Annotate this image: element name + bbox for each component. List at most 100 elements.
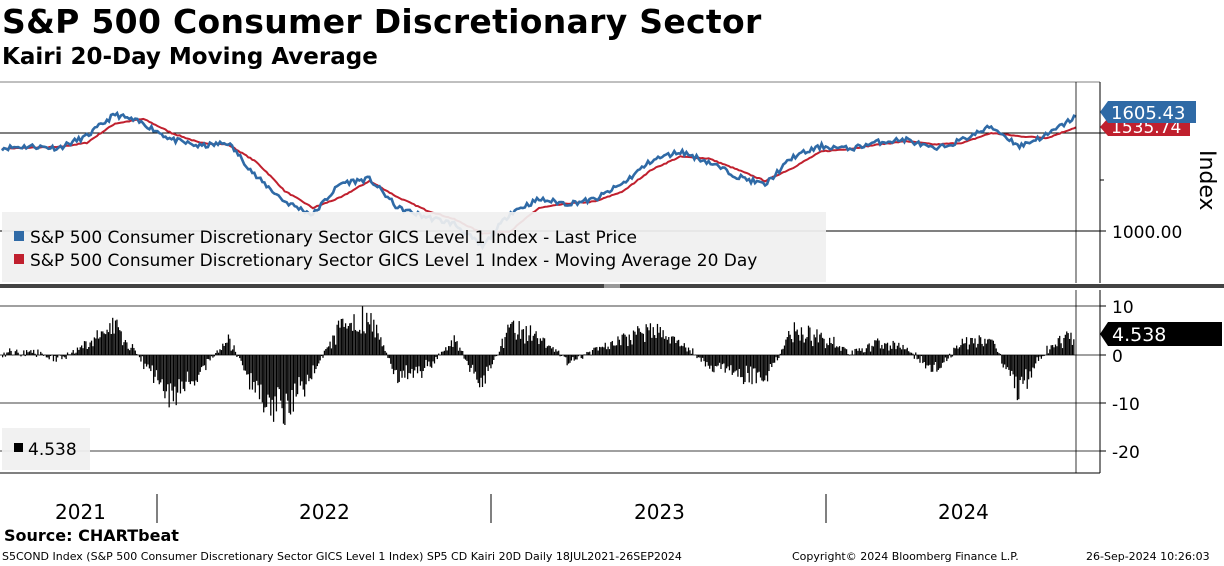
kairi-bar <box>181 355 183 382</box>
kairi-bar <box>82 348 84 355</box>
kairi-bar <box>431 355 433 368</box>
kairi-bar <box>191 355 193 382</box>
kairi-bar <box>131 344 134 355</box>
kairi-bar <box>457 350 460 355</box>
kairi-bar <box>189 355 191 385</box>
kairi-bar <box>405 355 407 366</box>
kairi-bar <box>776 355 779 361</box>
kairi-bar <box>569 355 571 363</box>
kairi-bar <box>726 355 728 369</box>
kairi-bar <box>960 345 962 355</box>
kairi-bar <box>713 355 715 373</box>
kairi-bar <box>772 355 774 363</box>
kairi-bar <box>521 329 523 355</box>
kairi-bar <box>1022 355 1024 384</box>
kairi-bar <box>1035 355 1037 364</box>
kairi-bar <box>344 323 347 355</box>
kairi-bar <box>527 341 529 355</box>
kairi-bar <box>449 346 451 355</box>
kairi-bar <box>831 344 834 355</box>
kairi-bar <box>333 335 335 355</box>
kairi-bar <box>254 355 256 393</box>
kairi-bar <box>315 355 317 370</box>
kairi-bar <box>648 330 650 355</box>
kairi-bar <box>566 355 568 366</box>
kairi-bar <box>174 355 176 387</box>
kairi-bar <box>248 355 251 390</box>
kairi-bar <box>857 350 859 355</box>
kairi-bar <box>1061 348 1064 355</box>
kairi-bar <box>641 333 643 355</box>
kairi-bar <box>559 355 561 357</box>
kairi-bar <box>161 355 163 380</box>
kairi-bar <box>220 350 223 355</box>
kairi-bar <box>232 349 234 355</box>
kairi-bar <box>179 355 182 394</box>
kairi-bar <box>755 355 757 384</box>
kairi-bar <box>260 355 262 385</box>
kairi-bar <box>941 355 944 363</box>
kairi-bar <box>69 354 72 355</box>
kairi-bar <box>572 355 574 358</box>
kairi-bar <box>234 351 237 355</box>
kairi-bar <box>495 355 498 357</box>
kairi-legend-swatch <box>14 443 23 452</box>
kairi-bar <box>76 347 79 355</box>
kairi-bar <box>398 355 400 382</box>
kairi-bar <box>703 355 705 362</box>
kairi-bar <box>954 348 956 355</box>
kairi-bar <box>217 352 220 355</box>
kairi-bar <box>247 355 249 375</box>
kairi-bar <box>670 336 673 355</box>
kairi-bar <box>244 355 247 371</box>
kairi-bar <box>443 350 446 355</box>
kairi-bar <box>840 350 842 355</box>
kairi-bar <box>165 355 167 392</box>
kairi-bar <box>553 351 556 355</box>
kairi-bar <box>577 355 580 357</box>
panel-divider-handle[interactable] <box>604 284 620 288</box>
kairi-bar <box>274 355 276 397</box>
kairi-bar <box>723 355 725 364</box>
kairi-bar <box>397 355 399 384</box>
kairi-bar <box>779 353 781 355</box>
kairi-bar <box>49 355 52 357</box>
kairi-bar <box>257 355 259 386</box>
kairi-bar <box>52 355 55 362</box>
kairi-bar <box>944 355 947 358</box>
kairi-bar <box>419 355 422 372</box>
x-axis: 2021 2022 2023 2024 <box>0 82 1100 524</box>
kairi-bar <box>186 355 189 372</box>
kairi-bar <box>1043 355 1045 356</box>
kairi-bar <box>480 355 482 378</box>
kairi-bar <box>868 343 870 355</box>
kairi-bar <box>655 337 657 355</box>
kairi-bar <box>511 322 513 355</box>
kairi-bar <box>855 348 858 355</box>
kairi-bar <box>227 334 230 355</box>
kairi-bar <box>768 355 770 372</box>
kairi-bar <box>754 355 756 369</box>
kairi-bar <box>498 351 501 355</box>
kairi-bar <box>915 352 917 355</box>
kairi-bar <box>294 355 296 384</box>
kairi-bar <box>425 355 427 360</box>
kairi-bar <box>402 355 405 371</box>
kairi-bar <box>558 350 560 355</box>
kairi-bar <box>347 326 350 355</box>
kairi-bar <box>608 349 611 355</box>
kairi-bar <box>311 355 313 380</box>
kairi-bar <box>687 347 690 355</box>
kairi-bar <box>992 340 994 355</box>
kairi-bar <box>546 346 549 355</box>
kairi-bar <box>301 355 303 382</box>
kairi-bar <box>54 355 56 357</box>
kairi-bar <box>169 355 172 384</box>
kairi-bar <box>775 355 777 358</box>
kairi-bar <box>556 351 558 355</box>
kairi-bar <box>93 337 95 355</box>
kairi-bar <box>885 343 887 355</box>
kairi-bar <box>1001 355 1003 364</box>
kairi-legend-label: 4.538 <box>28 440 77 460</box>
kairi-bar <box>548 345 550 355</box>
